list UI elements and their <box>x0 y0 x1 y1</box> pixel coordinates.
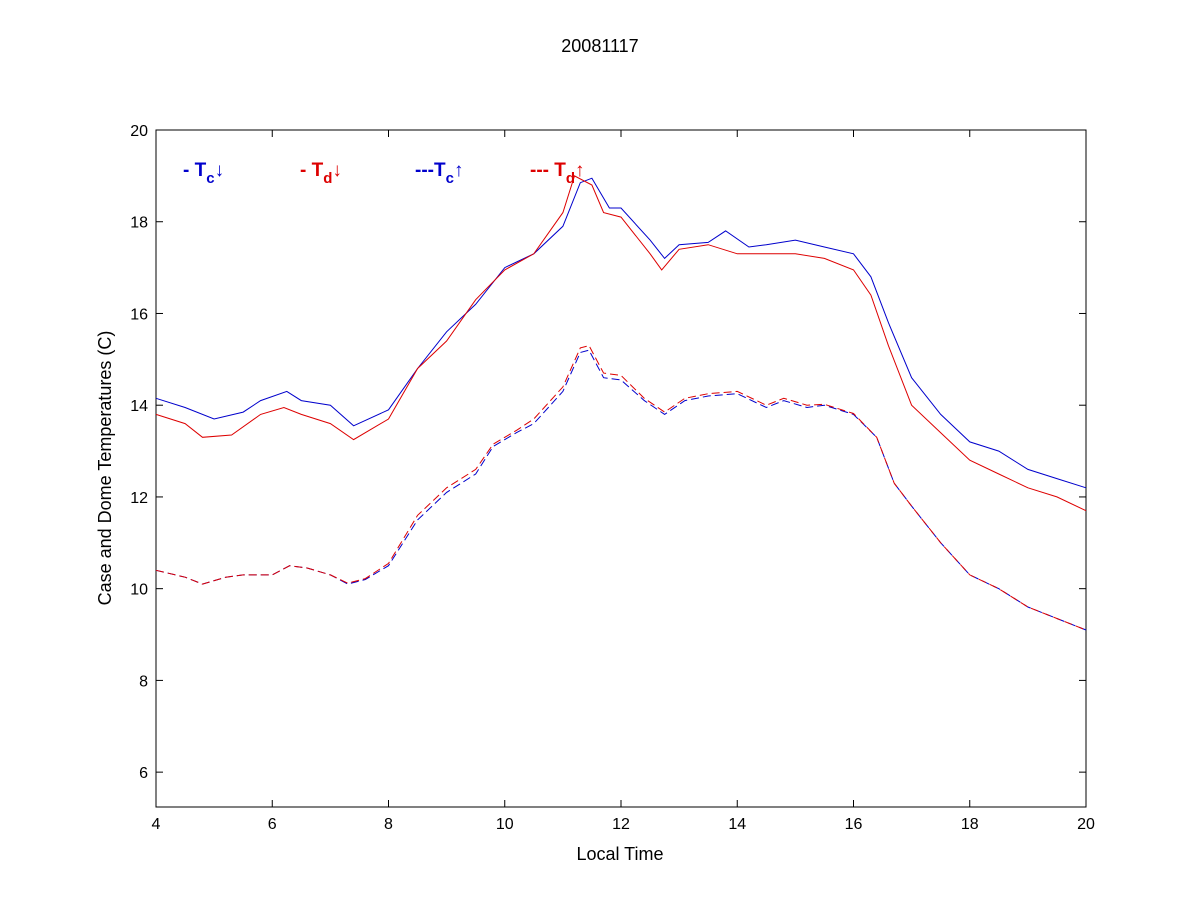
series-line-3 <box>155 345 1087 631</box>
legend-entry: - Td↓ <box>300 160 342 187</box>
y-axis-label: Case and Dome Temperatures (C) <box>95 331 115 606</box>
x-tick-label: 20 <box>1077 816 1095 833</box>
y-tick-label: 8 <box>139 673 148 690</box>
x-tick-label: 12 <box>612 816 630 833</box>
x-tick-label: 8 <box>384 816 393 833</box>
legend-entry: - Tc↓ <box>183 160 224 187</box>
plot-background <box>155 129 1087 808</box>
series-line-0 <box>155 177 1087 489</box>
x-tick-label: 14 <box>728 816 746 833</box>
y-tick-label: 14 <box>130 398 148 415</box>
y-tick-label: 10 <box>130 582 148 599</box>
x-tick-label: 16 <box>845 816 863 833</box>
y-tick-label: 16 <box>130 306 148 323</box>
y-tick-label: 18 <box>130 215 148 232</box>
x-axis-label: Local Time <box>576 844 663 864</box>
y-tick-label: 12 <box>130 490 148 507</box>
legend-entry: --- Td↑ <box>530 160 585 187</box>
y-tick-label: 20 <box>130 123 148 140</box>
legend-entry: ---Tc↑ <box>415 160 463 187</box>
y-tick-label: 6 <box>139 765 148 782</box>
chart-title: 20081117 <box>561 36 638 56</box>
x-tick-label: 6 <box>268 816 277 833</box>
x-tick-label: 18 <box>961 816 979 833</box>
x-tick-label: 4 <box>152 816 161 833</box>
series-line-1 <box>155 175 1087 512</box>
x-tick-label: 10 <box>496 816 514 833</box>
